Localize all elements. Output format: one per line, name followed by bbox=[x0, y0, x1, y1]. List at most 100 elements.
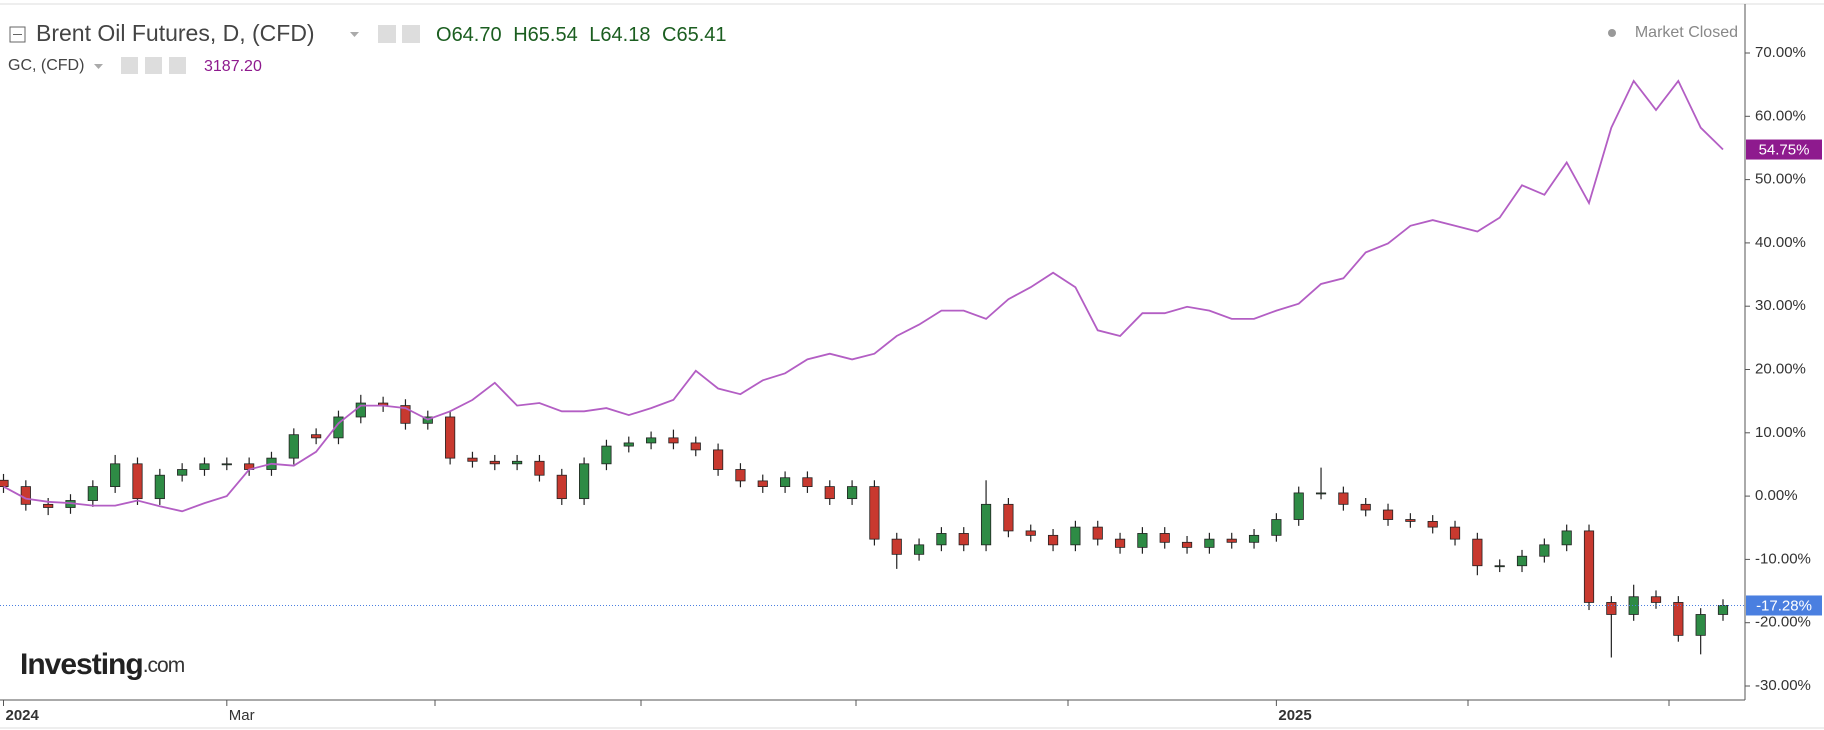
candle-body bbox=[757, 480, 768, 488]
candle-body bbox=[1338, 492, 1349, 505]
collapse-button[interactable] bbox=[9, 26, 26, 43]
y-tick-label: 40.00% bbox=[1755, 234, 1806, 251]
series-title: Brent Oil Futures, D, (CFD) bbox=[36, 20, 315, 46]
ohlc-value: 64.70 bbox=[452, 24, 502, 46]
x-tick-label: 2024 bbox=[6, 707, 40, 724]
y-tick-label: 20.00% bbox=[1755, 360, 1806, 377]
candle-body bbox=[891, 538, 902, 555]
market-status: Market Closed bbox=[1635, 24, 1738, 41]
y-tick-label: 30.00% bbox=[1755, 297, 1806, 314]
candle-body bbox=[1405, 519, 1416, 522]
candle-body bbox=[1695, 614, 1706, 636]
x-minor-ticks bbox=[434, 700, 1670, 706]
candle-body bbox=[43, 503, 54, 508]
y-tick-label: 50.00% bbox=[1755, 171, 1806, 188]
candle-body bbox=[802, 477, 813, 488]
dropdown-arrow[interactable] bbox=[94, 64, 103, 69]
candle-body bbox=[154, 474, 165, 500]
y-tick-label: -20.00% bbox=[1755, 614, 1811, 631]
candle-body bbox=[1382, 509, 1394, 520]
plot-area bbox=[0, 79, 1745, 658]
candle-body bbox=[936, 533, 947, 546]
candle-body bbox=[1516, 555, 1528, 567]
candle-body bbox=[221, 463, 232, 466]
candle-body bbox=[1092, 526, 1103, 540]
y-tick-label: 0.00% bbox=[1755, 487, 1798, 504]
candle-body bbox=[1427, 521, 1438, 528]
candle-body bbox=[512, 460, 523, 465]
candle-body bbox=[1271, 519, 1282, 536]
candle-body bbox=[735, 469, 746, 482]
candle-body bbox=[1047, 534, 1059, 546]
candle-body bbox=[288, 434, 299, 459]
candle-body bbox=[1137, 533, 1148, 548]
ohlc-key: O bbox=[436, 24, 452, 46]
last-value-label: 54.75% bbox=[1759, 142, 1810, 159]
candle-body bbox=[623, 442, 634, 447]
candle-body bbox=[668, 437, 679, 444]
candle-body bbox=[1449, 526, 1461, 540]
ohlc-legend: O64.70 H65.54 L64.18 C65.41 bbox=[436, 24, 727, 46]
candle-body bbox=[177, 469, 188, 476]
candle-body bbox=[1561, 530, 1572, 546]
y-tick-label: -30.00% bbox=[1755, 677, 1811, 694]
settings-icon[interactable] bbox=[402, 25, 420, 43]
y-tick-label: 60.00% bbox=[1755, 107, 1806, 124]
ohlc-key: L bbox=[589, 24, 600, 46]
candle-body bbox=[601, 445, 612, 465]
candle-body bbox=[467, 457, 478, 462]
candle-body bbox=[0, 479, 9, 488]
y-tick-label: 70.00% bbox=[1755, 44, 1806, 61]
candle-body bbox=[1494, 565, 1505, 568]
dropdown-arrow[interactable] bbox=[350, 32, 359, 37]
x-tick-label: 2025 bbox=[1278, 707, 1311, 724]
watermark: Investing.com bbox=[20, 648, 185, 681]
candle-body bbox=[534, 460, 545, 476]
visibility-icon[interactable] bbox=[121, 57, 138, 74]
series-title: GC, (CFD) bbox=[8, 57, 84, 74]
settings-icon[interactable] bbox=[145, 57, 162, 74]
candle-body bbox=[1114, 538, 1126, 548]
candle-body bbox=[20, 486, 31, 505]
candle-body bbox=[489, 460, 500, 465]
ohlc-value: 65.54 bbox=[528, 24, 578, 46]
price-line bbox=[3, 79, 1724, 513]
candle-body bbox=[1472, 538, 1483, 567]
visibility-icon[interactable] bbox=[378, 25, 396, 43]
candle-body bbox=[87, 486, 98, 501]
candle-body bbox=[1025, 530, 1036, 536]
candle-body bbox=[1248, 534, 1260, 543]
x-tick-label: Mar bbox=[229, 707, 255, 724]
candle-body bbox=[1204, 538, 1215, 548]
candle-body bbox=[690, 442, 701, 451]
candle-body bbox=[958, 533, 969, 546]
y-tick-label: -10.00% bbox=[1755, 550, 1811, 567]
candle-body bbox=[333, 416, 344, 439]
candle-body bbox=[869, 486, 880, 540]
ohlc-value: 64.18 bbox=[600, 24, 650, 46]
last-value-box bbox=[1746, 139, 1822, 160]
watermark-brand: Investing bbox=[20, 648, 143, 681]
candle-body bbox=[713, 449, 724, 470]
candle-body bbox=[556, 474, 567, 500]
candle-body bbox=[1003, 503, 1014, 532]
ohlc-key: C bbox=[662, 24, 676, 46]
watermark-suffix: .com bbox=[143, 654, 185, 677]
candle-body bbox=[199, 463, 210, 470]
candle-body bbox=[1159, 533, 1170, 543]
ohlc-value: 65.41 bbox=[676, 24, 726, 46]
candle-body bbox=[1628, 596, 1639, 615]
candle-body bbox=[846, 486, 858, 500]
candle-body bbox=[1606, 602, 1617, 615]
candle-body bbox=[1226, 538, 1237, 543]
status-dot bbox=[1608, 29, 1616, 37]
y-tick-label: 10.00% bbox=[1755, 424, 1806, 441]
candle-body bbox=[980, 503, 992, 546]
candle-body bbox=[646, 437, 657, 444]
candle-body bbox=[913, 544, 925, 555]
candle-body bbox=[1293, 492, 1304, 520]
remove-icon[interactable] bbox=[169, 57, 186, 74]
candle-body bbox=[1583, 530, 1595, 603]
candle-body bbox=[1717, 605, 1729, 615]
